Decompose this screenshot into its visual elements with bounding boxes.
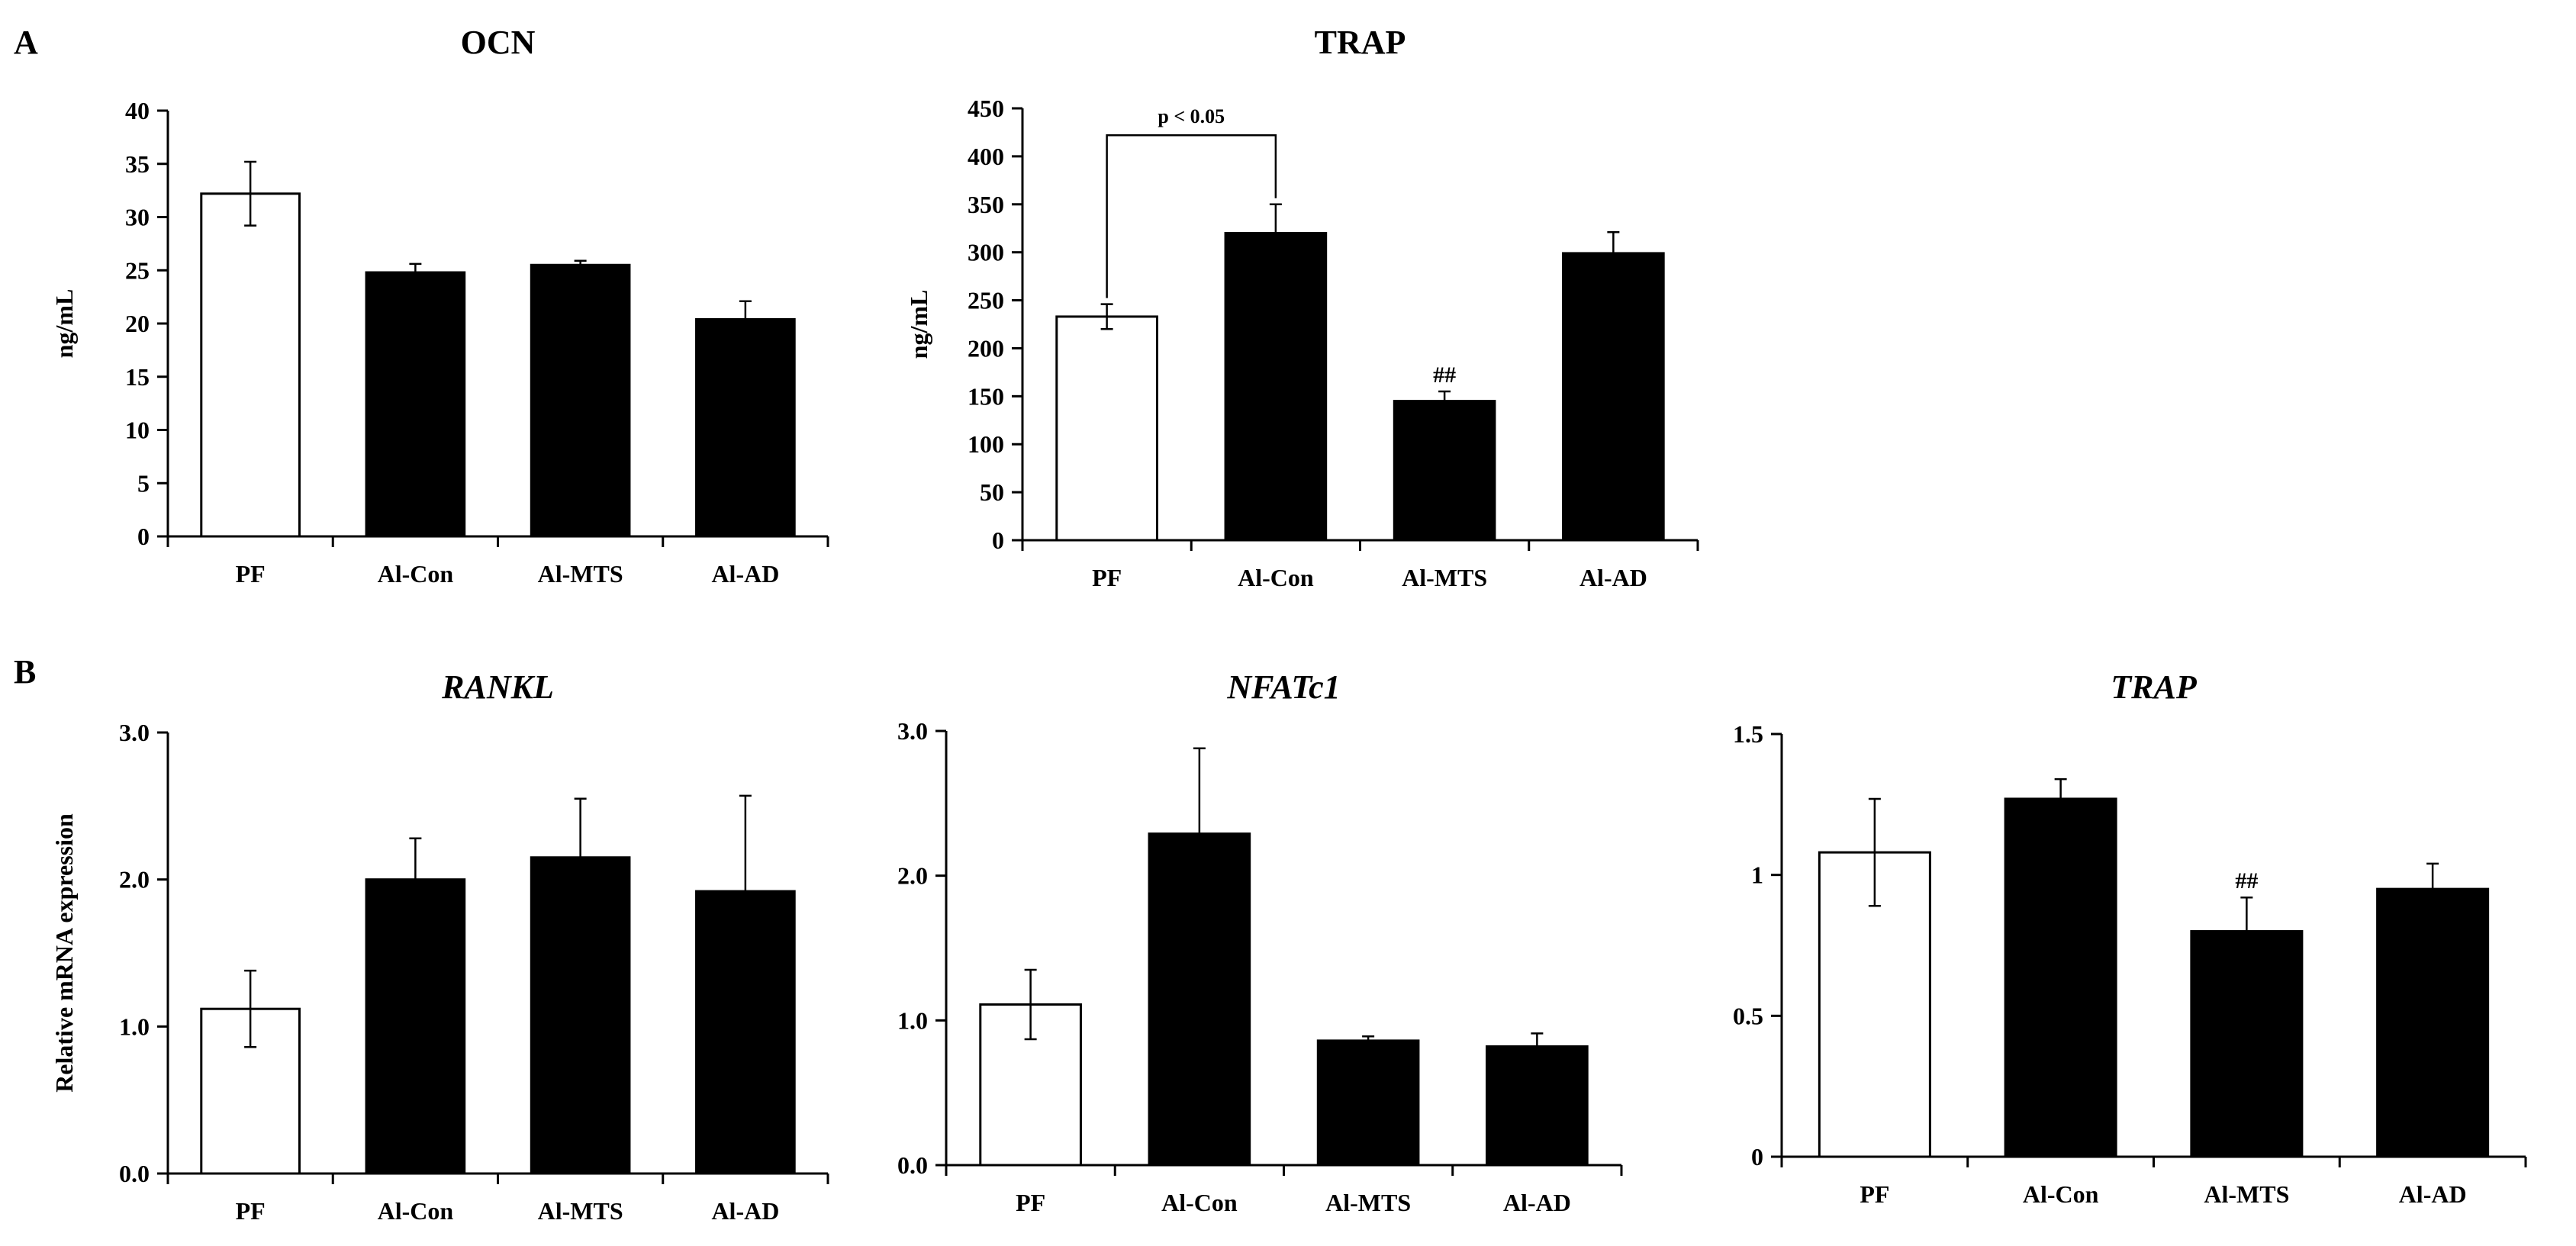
bar-al-con xyxy=(2004,797,2117,1158)
x-tick-label: Al-Con xyxy=(1161,1189,1238,1216)
x-tick-label: Al-MTS xyxy=(538,1197,623,1225)
y-axis-title: Relative mRNA expression xyxy=(50,813,78,1093)
y-tick-label: 300 xyxy=(968,239,1004,266)
y-tick-label: 0 xyxy=(1751,1143,1763,1170)
y-tick-label: 1.5 xyxy=(1733,720,1763,748)
y-tick-label: 0.0 xyxy=(897,1151,928,1179)
y-tick-label: 25 xyxy=(125,256,150,284)
y-tick-label: 150 xyxy=(968,382,1004,410)
y-tick-label: 0 xyxy=(137,523,150,550)
y-tick-label: 15 xyxy=(125,363,150,391)
y-tick-label: 5 xyxy=(137,469,150,497)
x-tick-label: Al-AD xyxy=(1503,1189,1571,1216)
bar-al-ad xyxy=(695,317,796,538)
y-tick-label: 50 xyxy=(980,478,1004,506)
x-tick-label: Al-MTS xyxy=(538,560,623,588)
x-tick-label: Al-Con xyxy=(378,560,454,588)
y-tick-label: 1 xyxy=(1751,861,1763,889)
comparison-bracket xyxy=(1106,134,1277,298)
chart-5-trap: TRAP 0 0.5 1 1.5 PF Al-Con Al-MTS Al-AD ## xyxy=(1733,668,2527,1208)
y-tick-label: 2.0 xyxy=(119,866,150,893)
chart-2-trap: TRAP ng/mL 0 50 100 150 200 250 300 350 400 450 PF Al… xyxy=(905,24,1699,591)
y-tick-label: 250 xyxy=(968,287,1004,314)
bar-al-mts xyxy=(1316,1039,1420,1167)
y-tick-label: 40 xyxy=(125,97,150,124)
y-tick-label: 35 xyxy=(125,150,150,178)
y-tick-label: 3.0 xyxy=(897,717,928,745)
y-tick-label: 2.0 xyxy=(897,862,928,890)
x-tick-label: Al-Con xyxy=(2023,1180,2099,1208)
chart-title: OCN xyxy=(461,24,536,61)
chart-title: TRAP xyxy=(2111,668,2198,706)
panel-letter-b: B xyxy=(14,653,36,691)
x-tick-label: Al-AD xyxy=(2399,1180,2467,1208)
bar-al-con xyxy=(365,271,466,538)
x-tick-label: Al-AD xyxy=(1579,564,1647,591)
y-tick-label: 20 xyxy=(125,310,150,337)
x-tick-label: Al-MTS xyxy=(2204,1180,2289,1208)
bar-al-con xyxy=(365,878,466,1175)
x-tick-label: Al-Con xyxy=(378,1197,454,1225)
x-tick-label: PF xyxy=(1860,1180,1889,1208)
x-tick-label: PF xyxy=(236,1197,266,1225)
y-tick-label: 100 xyxy=(968,430,1004,458)
x-tick-label: Al-MTS xyxy=(1402,564,1487,591)
y-tick-label: 0.5 xyxy=(1733,1002,1763,1029)
significance-marker: ## xyxy=(2235,868,2258,893)
x-tick-label: Al-Con xyxy=(1238,564,1314,591)
chart-title: RANKL xyxy=(441,668,554,706)
y-tick-label: 1.0 xyxy=(897,1006,928,1034)
y-tick-label: 400 xyxy=(968,143,1004,170)
significance-marker: ## xyxy=(1433,362,1456,388)
y-tick-label: 3.0 xyxy=(119,719,150,746)
y-tick-label: 10 xyxy=(125,417,150,444)
y-tick-label: 30 xyxy=(125,204,150,231)
y-tick-label: 350 xyxy=(968,191,1004,218)
panel-letter-a: A xyxy=(14,24,38,61)
chart-title: TRAP xyxy=(1315,24,1406,61)
bar-al-ad xyxy=(1562,252,1665,542)
x-tick-label: Al-AD xyxy=(711,560,779,588)
x-tick-label: PF xyxy=(236,560,266,588)
bar-al-mts xyxy=(1393,400,1496,542)
bar-al-con xyxy=(1224,232,1328,542)
y-tick-label: 0.0 xyxy=(119,1160,150,1187)
bar-pf xyxy=(1055,315,1158,542)
y-tick-label: 450 xyxy=(968,95,1004,122)
y-tick-label: 0 xyxy=(992,526,1004,554)
y-axis-title: ng/mL xyxy=(905,290,932,359)
x-tick-label: PF xyxy=(1016,1189,1045,1216)
y-tick-label: 200 xyxy=(968,334,1004,362)
chart-3-rankl: RANKL Relative mRNA expression 0.0 1.0 2.0 3.… xyxy=(50,668,829,1225)
chart-4-nfatc1: NFATc1 0.0 1.0 2.0 3.0 PF Al-Con Al-MTS Al-AD xyxy=(897,668,1623,1216)
bar-al-ad xyxy=(1486,1045,1589,1167)
x-tick-label: Al-AD xyxy=(711,1197,779,1225)
bar-pf xyxy=(200,192,301,538)
comparison-label: p < 0.05 xyxy=(1158,105,1225,127)
chart-title: NFATc1 xyxy=(1226,668,1340,706)
bar-al-ad xyxy=(2376,887,2490,1158)
y-tick-label: 1.0 xyxy=(119,1013,150,1040)
chart-1-ocn: OCN ng/mL 0 5 10 15 20 25 30 35 40 PF Al-Con Al-MTS Al… xyxy=(50,24,829,588)
bar-al-mts xyxy=(530,263,631,538)
x-tick-label: PF xyxy=(1092,564,1122,591)
y-axis-title: ng/mL xyxy=(50,289,78,359)
x-tick-label: Al-MTS xyxy=(1325,1189,1411,1216)
